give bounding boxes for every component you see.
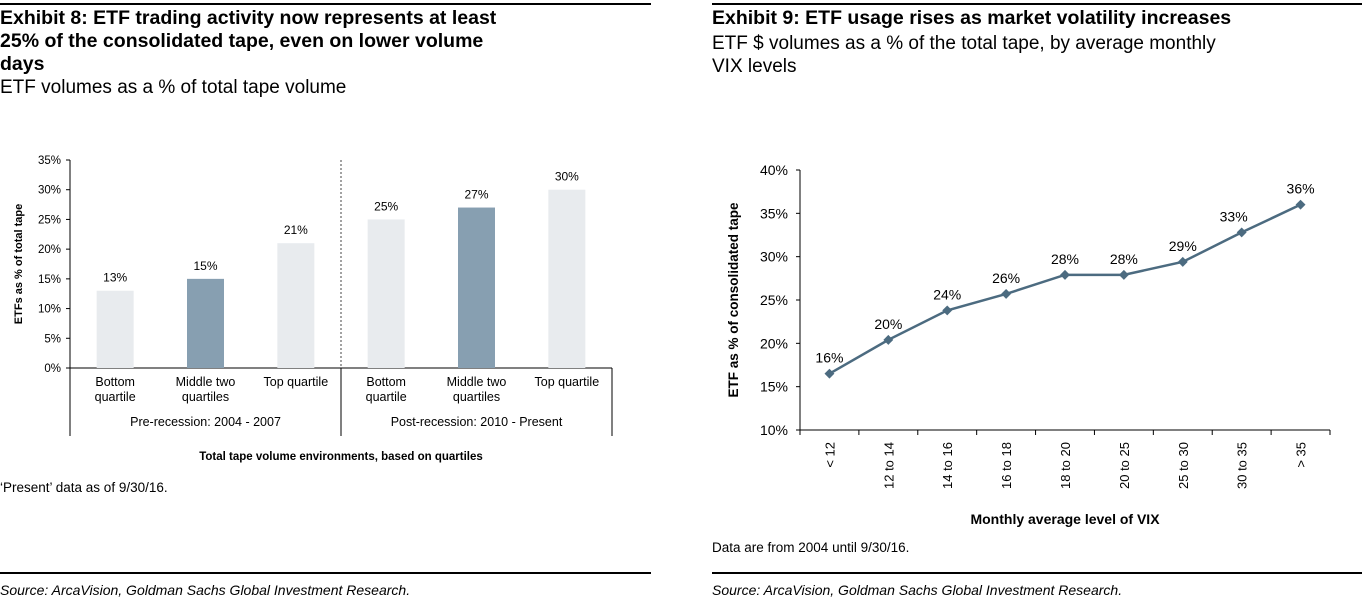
data-point xyxy=(1236,227,1247,238)
data-label: 21% xyxy=(284,223,308,237)
bar xyxy=(187,278,224,368)
category-label: Bottom xyxy=(366,375,406,389)
data-label: 20% xyxy=(874,316,902,332)
category-label: Bottom xyxy=(95,375,135,389)
exhibit-8-title-line-2: 25% of the consolidated tape, even on lo… xyxy=(0,30,484,52)
y-tick-label: 10% xyxy=(38,304,61,316)
data-label: 16% xyxy=(815,350,843,366)
data-point xyxy=(1177,256,1188,267)
category-label: < 12 xyxy=(822,442,837,468)
category-label: 25 to 30 xyxy=(1176,442,1191,489)
y-tick-label: 15% xyxy=(38,274,61,286)
bar xyxy=(277,243,315,368)
y-tick-label: 20% xyxy=(38,244,61,256)
category-label: Top quartile xyxy=(535,375,600,389)
data-label: 33% xyxy=(1220,208,1248,224)
y-tick-label: 35% xyxy=(38,155,61,167)
x-axis-title: Monthly average level of VIX xyxy=(970,511,1160,527)
data-label: 15% xyxy=(193,259,217,273)
y-axis-title: ETF as % of consolidated tape xyxy=(726,202,741,398)
data-point xyxy=(883,334,894,345)
data-point xyxy=(1295,199,1306,210)
y-tick-label: 25% xyxy=(760,292,788,308)
y-tick-label: 5% xyxy=(44,333,61,345)
category-label: quartile xyxy=(95,390,136,404)
data-point xyxy=(1060,269,1070,280)
y-tick-label: 15% xyxy=(760,379,788,395)
category-label: 20 to 25 xyxy=(1117,442,1132,489)
exhibit-8-title-line-3: days xyxy=(0,53,45,75)
data-label: 13% xyxy=(103,271,127,285)
y-tick-label: 35% xyxy=(760,205,788,221)
bar xyxy=(458,207,495,368)
bar xyxy=(548,189,586,368)
bottom-rule xyxy=(0,572,651,574)
category-label: quartile xyxy=(366,390,407,404)
y-tick-label: 30% xyxy=(38,185,61,197)
exhibit-9-subtitle-line-2: VIX levels xyxy=(712,56,797,77)
data-label: 30% xyxy=(555,170,579,184)
category-label: 16 to 18 xyxy=(999,442,1014,489)
category-label: Top quartile xyxy=(264,375,329,389)
category-label: 18 to 20 xyxy=(1058,442,1073,489)
exhibit-9-note: Data are from 2004 until 9/30/16. xyxy=(712,540,910,555)
exhibit-8-panel: Exhibit 8: ETF trading activity now repr… xyxy=(0,0,651,614)
exhibit-9-panel: Exhibit 9: ETF usage rises as market vol… xyxy=(712,0,1362,614)
category-label: quartiles xyxy=(182,390,229,404)
x-axis-title: Total tape volume environments, based on… xyxy=(199,451,483,463)
y-tick-label: 25% xyxy=(38,214,61,226)
category-label: 12 to 14 xyxy=(881,442,896,489)
data-point xyxy=(1118,269,1129,280)
category-label: 30 to 35 xyxy=(1235,442,1250,489)
category-label: Middle two xyxy=(447,375,507,389)
data-label: 28% xyxy=(1110,251,1138,267)
exhibit-8-subtitle: ETF volumes as a % of total tape volume xyxy=(0,77,347,98)
category-label: 14 to 16 xyxy=(940,442,955,489)
exhibit-8-note: ‘Present’ data as of 9/30/16. xyxy=(0,480,168,495)
top-rule xyxy=(0,3,651,5)
data-label: 24% xyxy=(933,286,961,302)
exhibit-9-subtitle-line-1: ETF $ volumes as a % of the total tape, … xyxy=(712,33,1216,54)
y-tick-label: 0% xyxy=(44,363,61,375)
bar xyxy=(367,219,405,368)
data-label: 28% xyxy=(1051,251,1079,267)
group-label: Post-recession: 2010 - Present xyxy=(391,415,563,429)
data-point xyxy=(1001,288,1012,299)
category-label: Middle two xyxy=(176,375,236,389)
data-label: 27% xyxy=(464,188,488,202)
y-axis-title: ETFs as % of total tape xyxy=(13,204,25,324)
y-tick-label: 40% xyxy=(760,162,788,178)
data-point xyxy=(824,368,835,379)
data-point xyxy=(942,305,953,316)
y-tick-label: 20% xyxy=(760,335,788,351)
data-label: 26% xyxy=(992,270,1020,286)
category-label: quartiles xyxy=(453,390,500,404)
exhibit-8-source: Source: ArcaVision, Goldman Sachs Global… xyxy=(0,582,411,598)
exhibit-9-line-chart: 10% 15% 20% 25% 30% 35% 40% ETF as % of consoli… xyxy=(726,162,1331,527)
data-label: 36% xyxy=(1287,181,1315,197)
exhibit-8-bar-chart: 0% 5% 10% 15% 20% 25% 30% 35% ETFs as % of total… xyxy=(13,155,613,463)
exhibit-8-title-line-1: Exhibit 8: ETF trading activity now repr… xyxy=(0,7,497,29)
data-label: 25% xyxy=(374,199,398,213)
data-label: 29% xyxy=(1169,238,1197,254)
bar xyxy=(96,290,134,368)
group-label: Pre-recession: 2004 - 2007 xyxy=(130,415,281,429)
y-tick-label: 30% xyxy=(760,249,788,265)
bottom-rule xyxy=(712,572,1362,574)
category-label: > 35 xyxy=(1294,442,1309,468)
exhibit-9-title: Exhibit 9: ETF usage rises as market vol… xyxy=(712,7,1232,29)
series-line xyxy=(828,203,1302,375)
exhibit-9-source: Source: ArcaVision, Goldman Sachs Global… xyxy=(712,582,1123,598)
y-tick-label: 10% xyxy=(760,422,788,438)
top-rule xyxy=(712,3,1362,5)
